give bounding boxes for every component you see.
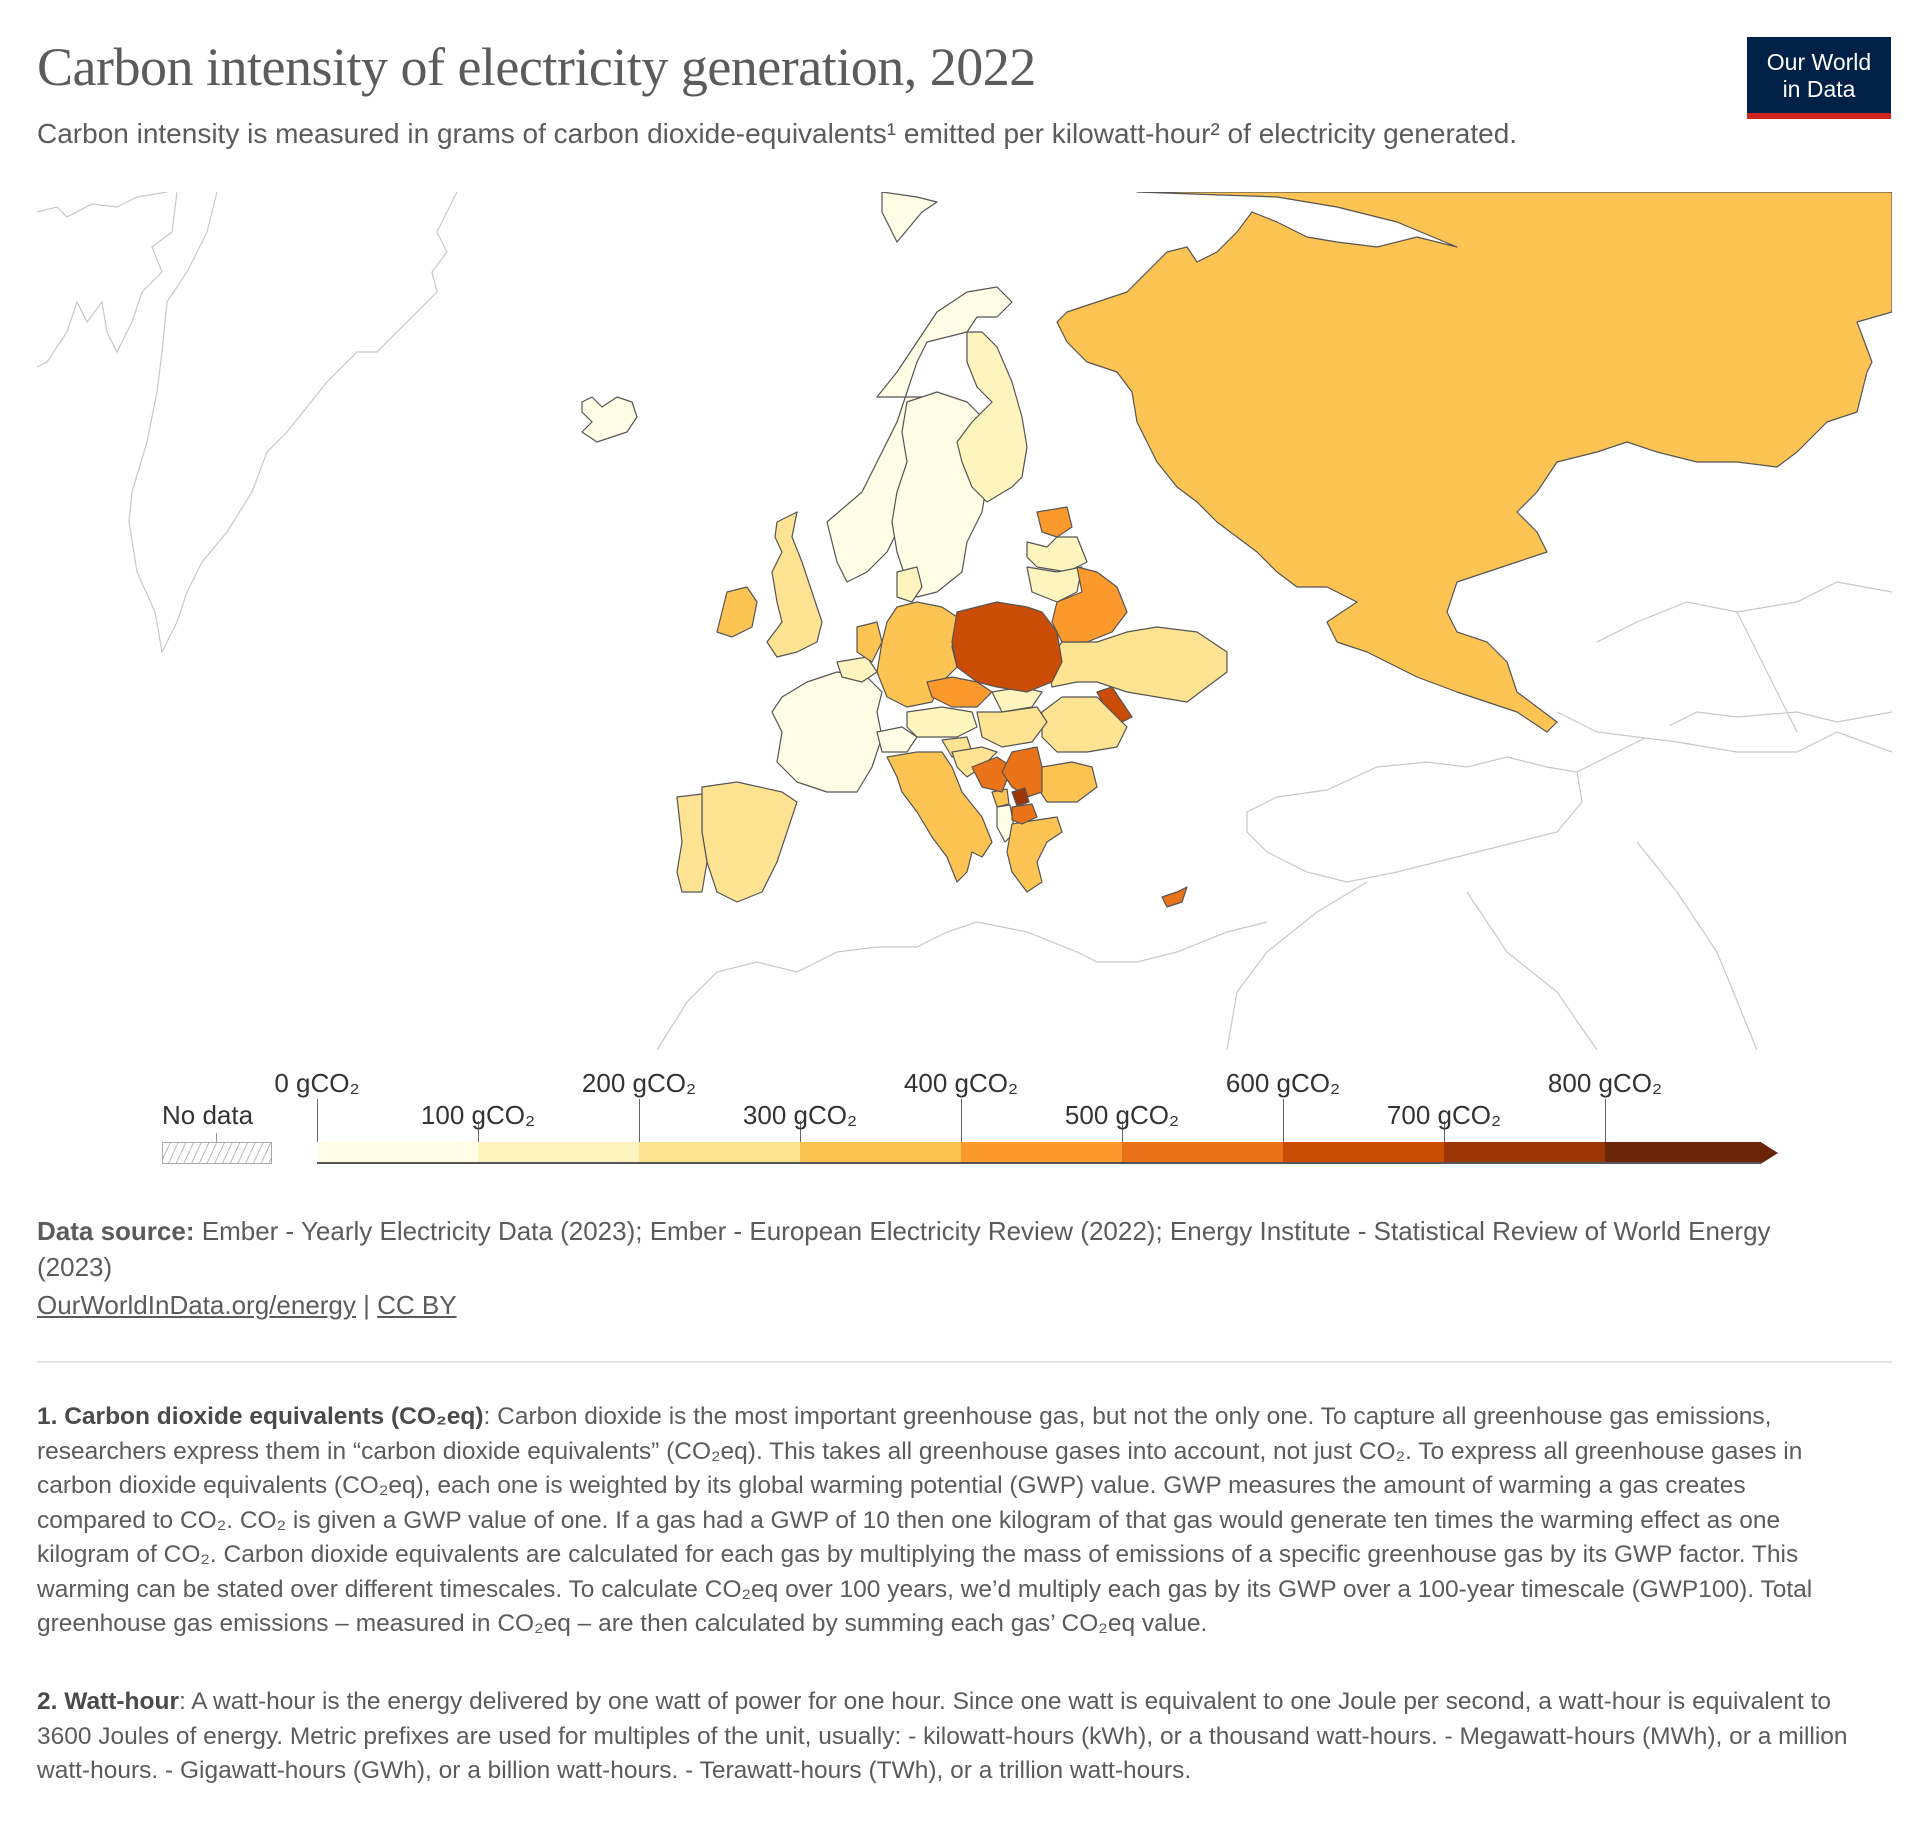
legend-tick-label: 600 gCO₂ [1225, 1068, 1341, 1098]
legend-tick [1605, 1099, 1606, 1142]
country-czechia[interactable]: Czechia [926, 676, 993, 708]
country-serbia[interactable]: Serbia [1001, 746, 1043, 798]
data-source: Data source: Ember - Yearly Electricity … [37, 1213, 1837, 1285]
chart-title: Carbon intensity of electricity generati… [37, 37, 1036, 97]
country-austria[interactable]: Austria [906, 706, 978, 738]
country-bulgaria[interactable]: Bulgaria [1036, 761, 1098, 803]
divider [37, 1361, 1892, 1363]
footnote-2-text: : A watt-hour is the energy delivered by… [37, 1688, 1848, 1784]
legend-tick [1122, 1121, 1123, 1142]
legend-tick [1283, 1099, 1284, 1142]
country-finland[interactable]: Finland [956, 331, 1028, 503]
legend-bin-600[interactable] [1283, 1142, 1444, 1164]
legend-tick [478, 1121, 479, 1142]
no-data-swatch [162, 1142, 272, 1164]
country-denmark[interactable]: Denmark [896, 566, 923, 603]
legend-tick [961, 1099, 962, 1142]
legend-tick-label: 700 gCO₂ [1386, 1100, 1502, 1130]
region-greenland-canada [37, 192, 458, 654]
country-iceland[interactable]: Iceland [581, 396, 638, 443]
country-estonia[interactable]: Estonia [1036, 506, 1073, 538]
footnote-1: 1. Carbon dioxide equivalents (CO₂eq): C… [37, 1400, 1857, 1642]
license-link[interactable]: CC BY [377, 1290, 457, 1320]
footnote-1-text: : Carbon dioxide is the most important g… [37, 1403, 1813, 1637]
footnote-2-heading: 2. Watt-hour [37, 1688, 179, 1715]
country-hungary[interactable]: Hungary [976, 706, 1048, 748]
legend-bin-700[interactable] [1444, 1142, 1605, 1164]
logo-line-1: Our World [1766, 48, 1872, 75]
legend-bin-400[interactable] [961, 1142, 1122, 1164]
chart-subtitle: Carbon intensity is measured in grams of… [37, 118, 1518, 149]
europe-map: IcelandNorwaySwedenFranceSwitzerlandAlba… [37, 192, 1892, 1050]
country-kosovo[interactable]: Kosovo [1011, 787, 1030, 807]
country-spain[interactable]: Spain [701, 781, 798, 903]
source-text: Ember - Yearly Electricity Data (2023); … [37, 1216, 1771, 1282]
legend-tick [1444, 1121, 1445, 1142]
owid-energy-link[interactable]: OurWorldInData.org/energy [37, 1290, 356, 1320]
no-data-tick [216, 1133, 217, 1142]
country-italy[interactable]: Italy [886, 751, 993, 883]
country-ireland[interactable]: Ireland [716, 586, 758, 638]
country-belgium[interactable]: Belgium [836, 656, 878, 683]
country-romania[interactable]: Romania [1041, 696, 1128, 753]
country-poland[interactable]: Poland [951, 601, 1063, 693]
no-data-regions [37, 192, 1892, 1050]
country-ukraine[interactable]: Ukraine [1046, 626, 1228, 703]
legend-tick-label: 0 gCO₂ [274, 1068, 360, 1098]
legend-bin-800[interactable] [1605, 1142, 1778, 1164]
region-turkey-middle-east [1246, 711, 1892, 1050]
legend-bin-100[interactable] [478, 1142, 639, 1164]
legend-tick-label: 100 gCO₂ [420, 1100, 536, 1130]
country-latvia[interactable]: Latvia [1026, 536, 1088, 573]
legend-tick-label: 300 gCO₂ [742, 1100, 858, 1130]
footer-links: OurWorldInData.org/energy | CC BY [37, 1290, 457, 1321]
legend-bin-300[interactable] [800, 1142, 961, 1164]
country-moldova[interactable]: Moldova [1096, 686, 1133, 723]
legend-bin-500[interactable] [1122, 1142, 1283, 1164]
legend-tick-label: 800 gCO₂ [1547, 1068, 1663, 1098]
source-label: Data source: [37, 1216, 195, 1246]
owid-logo[interactable]: Our World in Data [1747, 37, 1891, 119]
region-north-africa [656, 881, 1368, 1050]
legend-bin-200[interactable] [639, 1142, 800, 1164]
country-russia[interactable]: Russia [1056, 192, 1892, 733]
country-united-kingdom[interactable]: United Kingdom [766, 511, 823, 658]
legend-tick-label: 500 gCO₂ [1064, 1100, 1180, 1130]
legend-tick [800, 1121, 801, 1142]
region-kazakhstan [1556, 581, 1892, 753]
no-data-label: No data [162, 1100, 254, 1130]
country-netherlands[interactable]: Netherlands [856, 621, 883, 663]
legend-tick-label: 400 gCO₂ [903, 1068, 1019, 1098]
country-lithuania[interactable]: Lithuania [1026, 566, 1083, 603]
link-separator: | [363, 1290, 370, 1320]
legend-bin-0[interactable] [317, 1142, 478, 1164]
country-north-macedonia[interactable]: North Macedonia [1011, 803, 1038, 825]
country-greece[interactable]: Greece [1006, 816, 1063, 893]
country-portugal[interactable]: Portugal [676, 793, 708, 893]
footnote-1-heading: 1. Carbon dioxide equivalents (CO₂eq) [37, 1403, 484, 1430]
legend-tick [639, 1099, 640, 1142]
legend-tick-label: 200 gCO₂ [581, 1068, 697, 1098]
country-cyprus[interactable]: Cyprus [1161, 886, 1188, 908]
country-belarus[interactable]: Belarus [1051, 566, 1128, 643]
logo-line-2: in Data [1782, 75, 1856, 102]
country-switzerland[interactable]: Switzerland [876, 726, 918, 753]
footnote-2: 2. Watt-hour: A watt-hour is the energy … [37, 1685, 1857, 1789]
legend-tick [317, 1099, 318, 1142]
country-svalbard[interactable]: Svalbard [881, 192, 938, 243]
country-france[interactable]: France [771, 671, 883, 793]
